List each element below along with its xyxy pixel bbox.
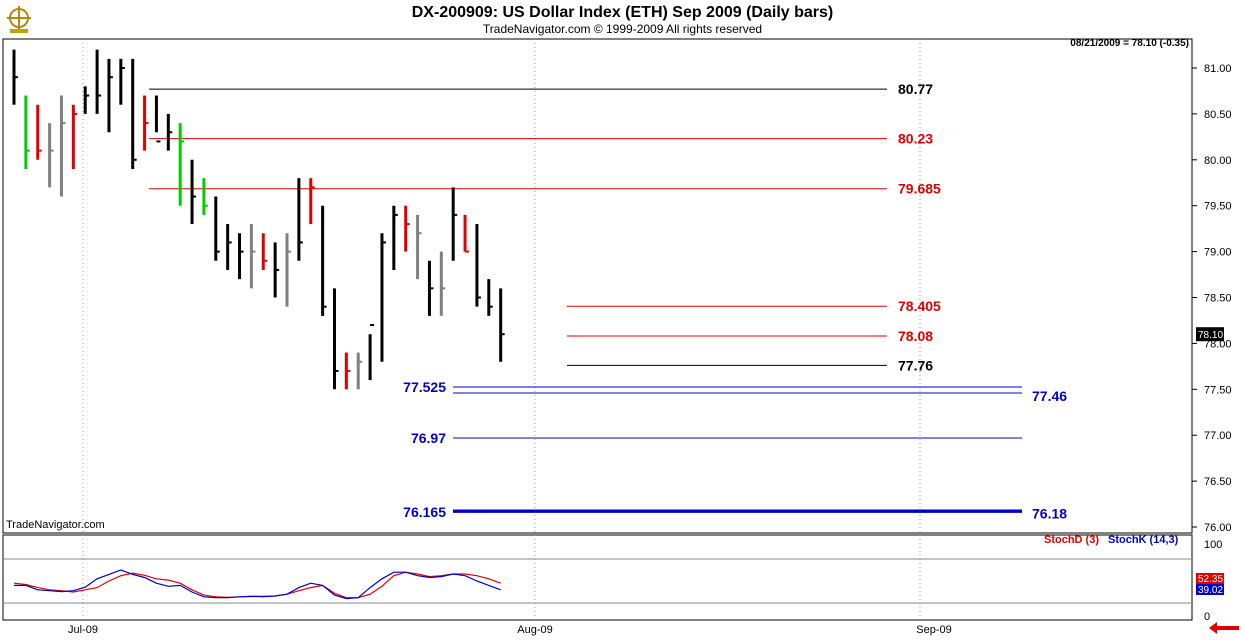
level-label: 76.97 xyxy=(411,430,446,446)
level-label: 78.405 xyxy=(898,298,941,314)
level-label: 77.46 xyxy=(1032,388,1067,404)
y-tick-label: 79.00 xyxy=(1204,247,1232,259)
y-tick-label: 76.50 xyxy=(1204,476,1232,488)
last-price-stamp: 08/21/2009 = 78.10 (-0.35) xyxy=(1070,38,1189,49)
chart-title: DX-200909: US Dollar Index (ETH) Sep 200… xyxy=(411,4,834,21)
legend-stochd: StochD (3) xyxy=(1044,534,1099,546)
x-tick-label: Jul-09 xyxy=(68,624,98,636)
chart-header: DX-200909: US Dollar Index (ETH) Sep 200… xyxy=(0,0,1245,40)
y-tick-label: 77.00 xyxy=(1204,430,1232,442)
price-axis: 81.00 80.50 80.00 79.50 79.00 78.50 78.00 77.50… xyxy=(1192,63,1232,534)
chart-frame xyxy=(2,38,1193,621)
level-label: 78.08 xyxy=(898,328,933,344)
chart-subtitle: TradeNavigator.com © 1999-2009 All right… xyxy=(482,22,763,36)
y-tick-label: 78.00 xyxy=(1204,338,1232,350)
stochastic-legend: StochD (3) StochK (14,3) xyxy=(1044,534,1179,546)
level-label: 80.23 xyxy=(898,131,933,147)
stoch-tick-label: 0 xyxy=(1204,611,1210,623)
tradenavigator-logo-icon xyxy=(7,6,31,33)
stoch-d-badge-label: 52.35 xyxy=(1198,574,1223,585)
watermark: TradeNavigator.com xyxy=(6,519,105,531)
last-price-marker: 78.10 xyxy=(1196,327,1224,342)
y-tick-label: 81.00 xyxy=(1204,63,1232,75)
last-price-label: 78.10 xyxy=(1198,330,1223,341)
y-tick-label: 79.50 xyxy=(1204,201,1232,213)
stochastic-panel-border xyxy=(2,534,1193,621)
last-price-box xyxy=(1196,327,1224,342)
stoch-d-badge xyxy=(1196,573,1224,584)
y-tick-label: 78.50 xyxy=(1204,293,1232,305)
level-label: 77.76 xyxy=(898,357,933,373)
stoch-series-line xyxy=(14,569,501,600)
level-label: 79.685 xyxy=(898,181,941,197)
level-label: 77.525 xyxy=(403,379,446,395)
y-tick-label: 80.50 xyxy=(1204,109,1232,121)
x-tick-label: Sep-09 xyxy=(916,624,951,636)
level-label: 76.18 xyxy=(1032,505,1067,521)
red-arrow-icon[interactable] xyxy=(1207,621,1241,635)
price-panel-border xyxy=(2,38,1193,534)
price-levels: 80.77 80.23 79.685 78.405 78.08 77.76 77.525 77… xyxy=(149,81,1067,521)
date-axis: Jul-09 Aug-09 Sep-09 xyxy=(68,624,952,636)
stoch-tick-label: 100 xyxy=(1204,539,1222,551)
stochastic-panel xyxy=(3,558,1192,604)
stoch-k-badge-label: 39.02 xyxy=(1198,585,1223,596)
legend-stochk: StochK (14,3) xyxy=(1108,534,1179,546)
level-label: 80.77 xyxy=(898,81,933,97)
y-tick-label: 76.00 xyxy=(1204,522,1232,534)
stoch-k-badge xyxy=(1196,584,1224,595)
y-tick-label: 77.50 xyxy=(1204,384,1232,396)
ohlc-bars xyxy=(12,49,505,390)
level-label: 76.165 xyxy=(403,504,446,520)
y-tick-label: 80.00 xyxy=(1204,155,1232,167)
x-tick-label: Aug-09 xyxy=(517,624,552,636)
